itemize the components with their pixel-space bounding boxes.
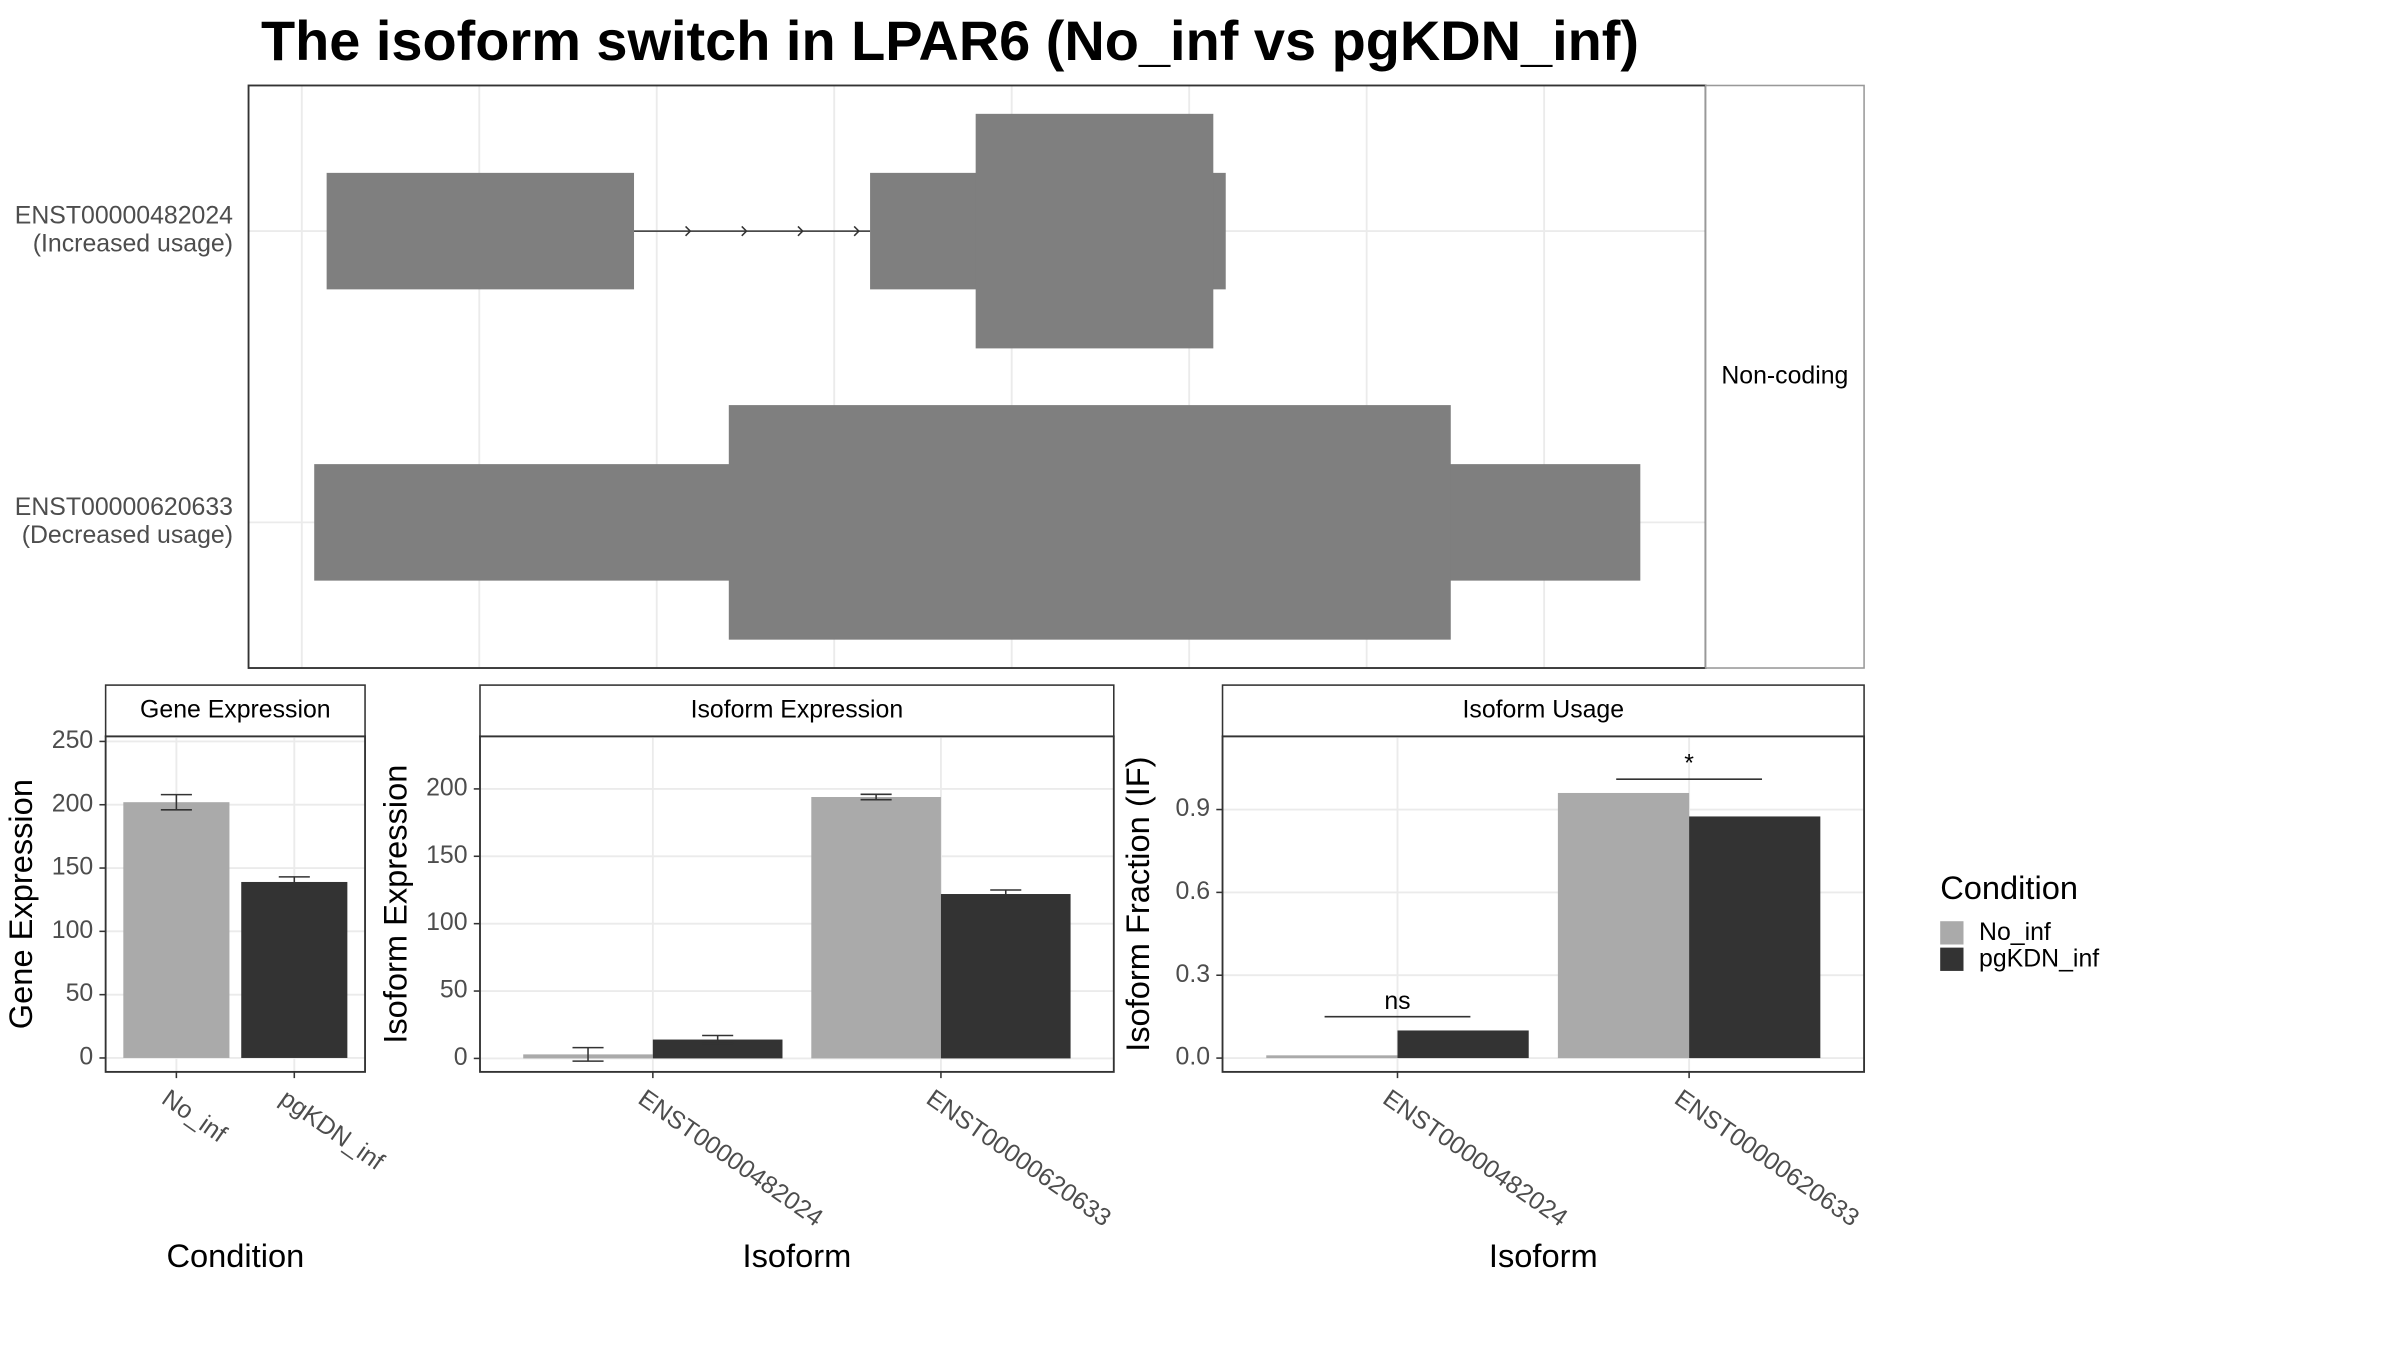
coding-region: [728, 405, 1451, 640]
bar: [1397, 1030, 1529, 1059]
y-tick-label: 50: [66, 980, 94, 1007]
strip-label: Gene Expression: [140, 696, 331, 723]
isoform-usage: (Increased usage): [33, 231, 233, 258]
strip: [479, 684, 1115, 738]
y-axis-title: Gene Expression: [2, 779, 39, 1029]
error-bar: [860, 793, 892, 801]
y-tick-label: 0.0: [1176, 1044, 1211, 1071]
panel-border: [479, 735, 1115, 1073]
coding-region: [975, 113, 1214, 349]
y-tick-label: 100: [52, 917, 93, 944]
bar: [241, 881, 348, 1058]
strip: [1221, 684, 1865, 738]
error-bar: [278, 876, 310, 888]
figure-title: The isoform switch in LPAR6 (No_inf vs p…: [261, 9, 1639, 72]
bar: [123, 802, 230, 1058]
y-tick-label: 100: [426, 909, 467, 936]
error-bar: [702, 1034, 734, 1045]
significance-label: ns: [1384, 988, 1410, 1015]
y-tick-label: 0: [79, 1044, 93, 1071]
y-tick-label: 150: [426, 842, 467, 869]
isoform-name: ENST00000620633: [15, 494, 233, 521]
bar: [1689, 816, 1821, 1059]
x-axis-title: Condition: [166, 1237, 304, 1274]
error-bar: [160, 793, 192, 811]
y-tick-label: 0.9: [1176, 795, 1211, 822]
isoform-name: ENST00000482024: [15, 203, 233, 230]
y-axis-title: Isoform Expression: [376, 765, 413, 1044]
isoform-usage: (Decreased usage): [22, 522, 233, 549]
significance-label: *: [1684, 751, 1694, 778]
y-tick-label: 0: [454, 1044, 468, 1071]
strip: [104, 684, 366, 738]
y-tick-label: 200: [52, 790, 93, 817]
legend-swatch: [1940, 947, 1964, 971]
bar: [652, 1039, 783, 1059]
y-tick-label: 0.3: [1176, 961, 1211, 988]
y-tick-label: 150: [52, 854, 93, 881]
intron-arrow: [741, 225, 748, 237]
strip-label: Isoform Usage: [1463, 696, 1625, 723]
legend-swatch: [1940, 921, 1964, 945]
error-bar: [990, 889, 1022, 899]
x-axis-title: Isoform: [1489, 1237, 1598, 1274]
strip-label: Isoform Expression: [691, 696, 904, 723]
legend-title: Condition: [1940, 869, 2078, 906]
panel-border: [1221, 735, 1866, 1073]
strip-label: Non-coding: [1721, 362, 1848, 389]
x-axis-title: Isoform: [743, 1237, 852, 1274]
exon: [326, 172, 635, 290]
intron-arrow: [797, 225, 804, 237]
bar: [811, 796, 941, 1059]
y-tick-label: 250: [52, 727, 93, 754]
y-tick-label: 200: [426, 774, 467, 801]
legend-label: pgKDN_inf: [1979, 946, 2099, 973]
error-bar: [572, 1046, 604, 1062]
y-tick-label: 50: [440, 977, 468, 1004]
y-axis-title: Isoform Fraction (IF): [1119, 756, 1156, 1051]
y-tick-label: 0.6: [1176, 878, 1211, 905]
bar: [940, 894, 1071, 1059]
intron-arrow: [685, 225, 692, 237]
strip: [1704, 84, 1865, 669]
bar: [1557, 792, 1690, 1059]
bar: [1266, 1055, 1398, 1059]
intron-arrow: [853, 225, 860, 237]
panel-border: [104, 735, 366, 1073]
legend-label: No_inf: [1979, 919, 2051, 946]
